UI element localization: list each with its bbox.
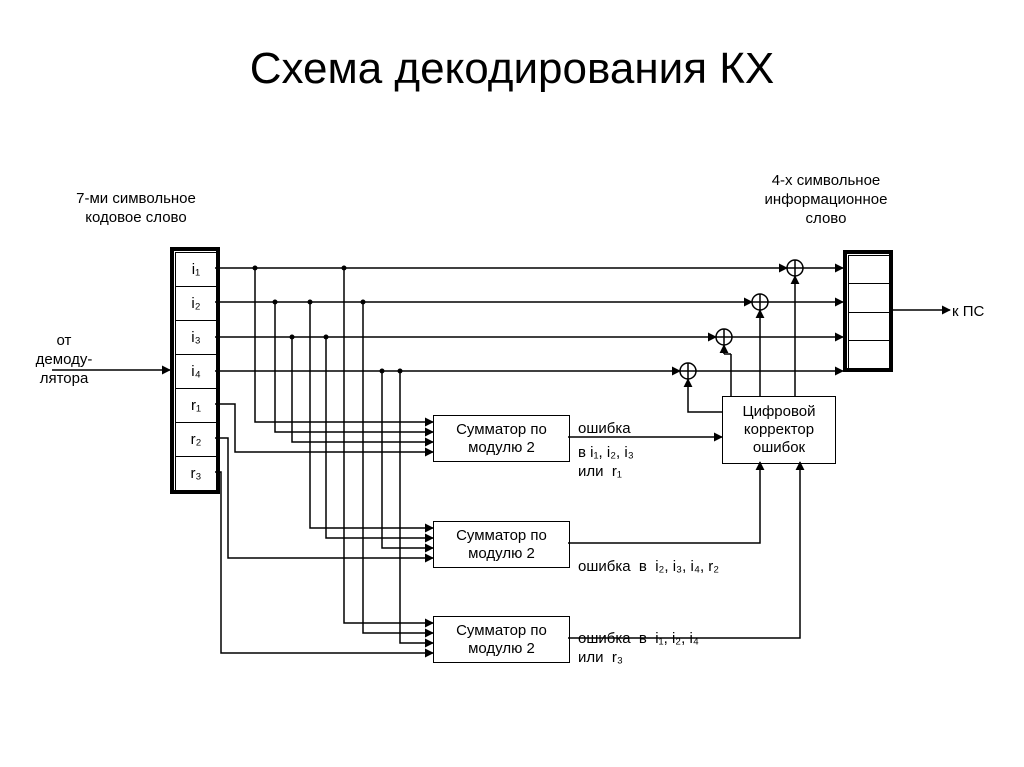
output-cell-2	[849, 312, 889, 340]
output-cell-0	[849, 256, 889, 283]
summator-2: Сумматор по модулю 2	[433, 521, 570, 568]
error-corrector: Цифровой корректор ошибок	[722, 396, 836, 464]
output-cell-1	[849, 283, 889, 311]
err-label-2: ошибка в i₂, i₃, i₄, r₂	[578, 558, 719, 577]
to-ps-label: к ПС	[952, 303, 984, 322]
input-cell-r2: r₂	[176, 422, 216, 456]
summator-3: Сумматор по модулю 2	[433, 616, 570, 663]
err-label-1b: в i₁, i₂, i₃ или r₁	[578, 444, 634, 482]
summator-1: Сумматор по модулю 2	[433, 415, 570, 462]
output-cell-3	[849, 340, 889, 368]
input-cell-i1: i₁	[176, 253, 216, 286]
input-cell-i2: i₂	[176, 286, 216, 320]
page-title: Схема декодирования КХ	[0, 44, 1024, 94]
output-register	[848, 255, 890, 369]
input-cell-r1: r₁	[176, 388, 216, 422]
from-demod-label: от демоду- лятора	[9, 332, 119, 388]
err-label-1a: ошибка	[578, 420, 631, 439]
input-cell-i4: i₄	[176, 354, 216, 388]
input-cell-i3: i₃	[176, 320, 216, 354]
input-word-label: 7-ми символьное кодовое слово	[46, 190, 226, 228]
input-cell-r3: r₃	[176, 456, 216, 490]
input-register: i₁ i₂ i₃ i₄ r₁ r₂ r₃	[175, 252, 217, 491]
output-word-label: 4-х символьное информационное слово	[721, 172, 931, 228]
err-label-3: ошибка в i₁, i₂, i₄ или r₃	[578, 630, 699, 668]
